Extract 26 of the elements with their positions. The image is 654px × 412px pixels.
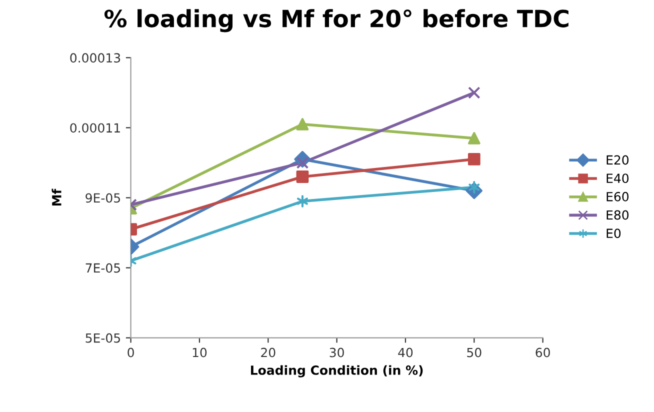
x-tick-label: 0	[128, 348, 134, 358]
chart-title: % loading vs Mf for 20° before TDC	[104, 9, 568, 32]
x-axis-title: Loading Condition (in %)	[251, 365, 423, 378]
y-tick-label: 9E-05	[86, 193, 120, 203]
point	[468, 86, 480, 99]
y-tick-label: 5E-05	[86, 333, 120, 343]
legend-label: E40	[606, 174, 629, 184]
x-tick-label: 20	[261, 348, 276, 358]
point	[296, 118, 309, 130]
x-tick-label: 50	[467, 348, 482, 358]
point	[468, 132, 480, 144]
x-tick-label: 60	[536, 348, 550, 358]
y-tick-label: 0.00011	[70, 123, 120, 133]
y-tick-label: 0.00013	[70, 53, 120, 63]
y-tick-label: 7E-05	[86, 263, 120, 273]
point	[296, 170, 309, 183]
legend-label: E20	[606, 155, 629, 165]
x-tick-label: 40	[398, 348, 413, 358]
point	[468, 153, 480, 166]
y-axis-title: Mf	[52, 188, 62, 206]
legend-label: E0	[606, 228, 621, 238]
legend-label: E80	[606, 210, 629, 220]
x-tick-label: 10	[192, 348, 207, 358]
point	[296, 195, 308, 208]
x-tick-label: 30	[330, 348, 344, 358]
legend-label: E60	[606, 192, 629, 202]
